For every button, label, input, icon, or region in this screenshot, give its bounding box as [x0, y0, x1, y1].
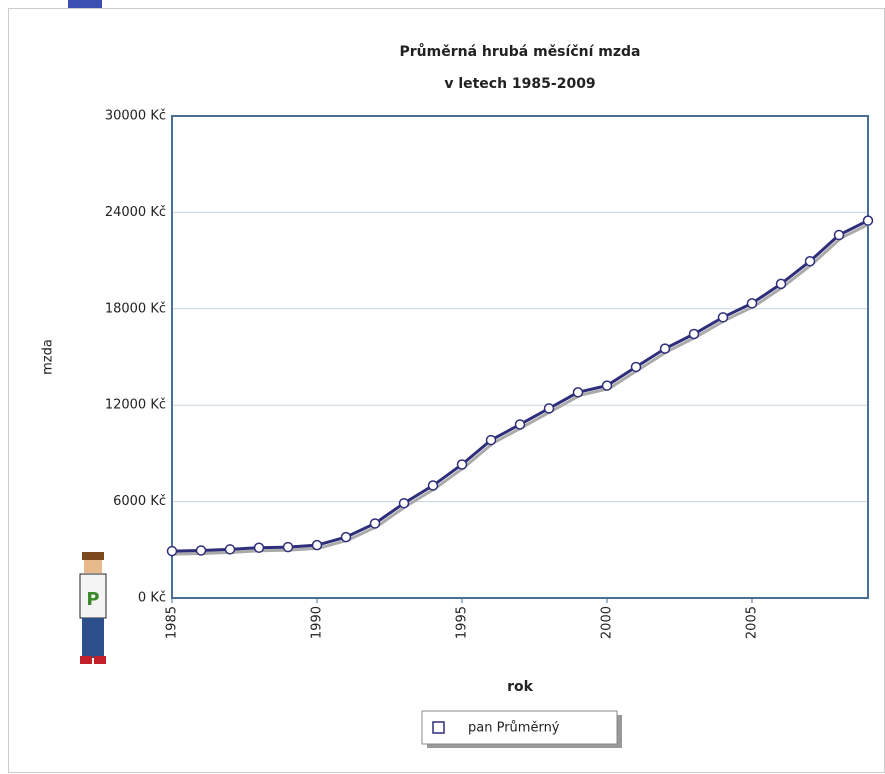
point [226, 545, 235, 554]
legend-label: pan Průměrný [468, 721, 560, 736]
x-tick-label: 1985 [165, 606, 180, 639]
point [255, 543, 264, 552]
x-axis-label: rok [507, 679, 534, 695]
point [748, 299, 757, 308]
y-tick-label: 30000 Kč [105, 109, 166, 124]
point [284, 543, 293, 552]
point [197, 546, 206, 555]
x-tick-label: 1995 [455, 606, 470, 639]
chart: Průměrná hrubá měsíční mzda v letech 198… [0, 0, 885, 774]
point [603, 381, 612, 390]
y-tick-label: 12000 Kč [105, 398, 166, 413]
y-tick-label: 18000 Kč [105, 301, 166, 316]
y-axis-label: mzda [41, 339, 56, 375]
point [690, 330, 699, 339]
chart-subtitle: v letech 1985-2009 [444, 76, 595, 92]
point [516, 420, 525, 429]
point [487, 436, 496, 445]
point [371, 519, 380, 528]
y-tick-label: 0 Kč [138, 591, 166, 606]
point [835, 231, 844, 240]
point [806, 257, 815, 266]
svg-text:P: P [86, 589, 99, 610]
point [400, 499, 409, 508]
point [719, 313, 728, 322]
y-tick-label: 6000 Kč [113, 494, 166, 509]
point [458, 460, 467, 469]
point [313, 541, 322, 550]
x-tick-label: 1990 [310, 606, 325, 639]
point [168, 547, 177, 556]
chart-title: Průměrná hrubá měsíční mzda [400, 43, 641, 60]
point [777, 279, 786, 288]
x-tick-label: 2000 [600, 606, 615, 639]
point [429, 481, 438, 490]
x-tick-label: 2005 [745, 606, 760, 639]
point [574, 388, 583, 397]
legend-swatch [433, 722, 444, 733]
point [632, 362, 641, 371]
point [864, 216, 873, 225]
point [545, 404, 554, 413]
window-fragment [68, 0, 102, 8]
point [661, 344, 670, 353]
y-tick-label: 24000 Kč [105, 205, 166, 220]
point [342, 533, 351, 542]
